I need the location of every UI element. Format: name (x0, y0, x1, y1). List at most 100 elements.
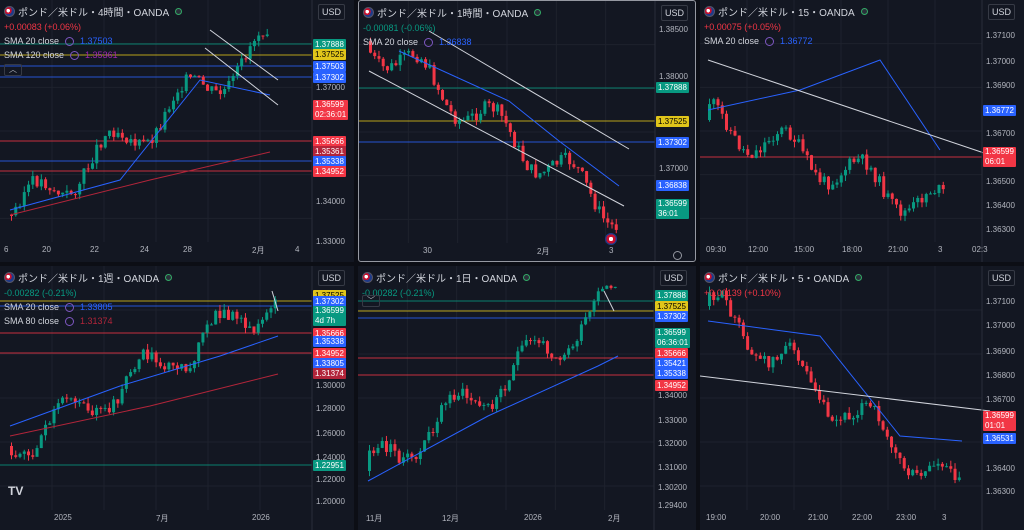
candle-body (205, 324, 209, 333)
symbol-title[interactable]: ポンド／米ドル・4時間・OANDA (4, 4, 183, 19)
candle-body (129, 372, 133, 377)
candle-body (801, 139, 805, 152)
chart-pane-4[interactable]: ポンド／米ドル・1週・OANDA -0.00282 (-0.21%) SMA 20 … (0, 266, 354, 530)
candle-body (708, 292, 711, 306)
symbol-title[interactable]: ポンド／米ドル・15・OANDA (704, 4, 868, 19)
candle-body (733, 316, 737, 318)
candle-body (496, 104, 500, 112)
time-axis-label: 09:30 (706, 245, 727, 254)
symbol-title[interactable]: ポンド／米ドル・1時間・OANDA (363, 5, 542, 20)
price-plot[interactable] (700, 0, 1024, 262)
candle-body (708, 104, 711, 120)
price-axis-label: 1.37000 (986, 321, 1015, 330)
trend-line (603, 290, 615, 312)
symbol-title[interactable]: ポンド／米ドル・1週・OANDA (4, 270, 173, 285)
chart-settings-icon[interactable] (673, 251, 682, 260)
indicator-value: 1.31374 (80, 316, 113, 326)
candle-body (373, 52, 377, 57)
currency-button[interactable]: USD (660, 270, 688, 286)
indicator-legend-1[interactable]: SMA 20 close 1.37503 (4, 36, 182, 46)
candle-body (550, 353, 554, 358)
chart-pane-1[interactable]: ポンド／米ドル・4時間・OANDA +0.00083 (+0.06%) SMA 20… (0, 0, 354, 262)
indicator-settings-icon[interactable] (424, 37, 434, 47)
candle-body (558, 357, 562, 360)
tradingview-logo[interactable]: TV (8, 484, 24, 498)
currency-button[interactable]: USD (661, 5, 689, 21)
indicator-settings-icon[interactable] (765, 36, 775, 46)
candle-body (797, 139, 801, 142)
candle-body (124, 376, 128, 389)
candle-body (78, 183, 82, 195)
price-tag-value: 1.36599 (315, 100, 344, 109)
chart-pane-2[interactable]: ポンド／米ドル・1時間・OANDA -0.00081 (-0.06%) SMA 20… (358, 0, 696, 262)
legend-collapse-button[interactable]: ﹀ (362, 295, 380, 307)
candle-body (818, 390, 822, 400)
indicator-legend-2[interactable]: SMA 120 close 1.35361 (4, 50, 182, 60)
candle-body (432, 65, 436, 85)
candle-body (377, 56, 381, 59)
candle-body (737, 135, 741, 150)
candle-body (826, 402, 830, 417)
currency-button[interactable]: USD (318, 4, 346, 20)
market-status-icon (855, 274, 863, 281)
candle-body (197, 342, 201, 362)
candle-body (209, 324, 213, 326)
candle-body (551, 160, 555, 166)
price-plot[interactable] (0, 266, 354, 530)
candle-body (613, 286, 617, 288)
candle-body (525, 161, 529, 171)
candle-body (474, 113, 478, 121)
candle-body (524, 340, 528, 346)
symbol-title[interactable]: ポンド／米ドル・5・OANDA (704, 270, 863, 285)
price-tag: 1.35338 (313, 156, 346, 167)
price-plot[interactable] (359, 1, 696, 262)
chart-pane-6[interactable]: ポンド／米ドル・5・OANDA +0.00139 (+0.10%) USD 1.371… (700, 266, 1024, 530)
currency-button[interactable]: USD (318, 270, 346, 286)
legend-collapse-button[interactable]: ︿ (4, 64, 22, 76)
price-plot[interactable] (700, 266, 1024, 530)
candle-body (406, 453, 410, 458)
price-tag: 1.35666 (313, 136, 346, 147)
candle-body (184, 74, 188, 92)
economic-event-flag-icon[interactable] (605, 233, 617, 245)
indicator-legend-1[interactable]: SMA 20 close 1.36772 (704, 36, 868, 46)
price-tag: 1.31374 (313, 368, 346, 379)
indicator-legend-1[interactable]: SMA 20 close 1.33805 (4, 302, 172, 312)
moving-average-line (707, 59, 941, 151)
indicator-settings-icon[interactable] (65, 36, 75, 46)
candle-body (120, 388, 124, 404)
candle-body (401, 457, 405, 463)
candle-body (957, 477, 961, 480)
candle-body (427, 431, 431, 441)
price-axis-label: 1.36400 (986, 201, 1015, 210)
indicator-settings-icon[interactable] (65, 302, 75, 312)
candle-body (593, 193, 597, 210)
gbp-usd-flag-icon (4, 272, 15, 283)
price-plot[interactable] (358, 266, 696, 530)
symbol-title[interactable]: ポンド／米ドル・1日・OANDA (362, 270, 531, 285)
indicator-settings-icon[interactable] (65, 316, 75, 326)
candle-body (805, 151, 809, 156)
time-axis-label: 12月 (442, 514, 459, 523)
chart-pane-5[interactable]: ポンド／米ドル・1日・OANDA -0.00282 (-0.21%) ﹀ USD 1.3… (358, 266, 696, 530)
indicator-legend-2[interactable]: SMA 80 close 1.31374 (4, 316, 172, 326)
candle-body (596, 291, 600, 302)
price-tag-value: 1.37888 (657, 291, 686, 300)
candle-body (393, 444, 397, 451)
chart-pane-3[interactable]: ポンド／米ドル・15・OANDA +0.00075 (+0.05%) SMA 20 … (700, 0, 1024, 262)
candle-body (265, 312, 269, 320)
price-plot[interactable] (0, 0, 354, 262)
currency-button[interactable]: USD (988, 270, 1016, 286)
candle-body (579, 324, 583, 341)
price-tag: 1.37302 (313, 296, 346, 307)
candle-body (750, 154, 754, 158)
indicator-legend-1[interactable]: SMA 20 close 1.36838 (363, 37, 541, 47)
candle-body (792, 342, 796, 351)
market-status-icon (175, 8, 183, 15)
candle-body (499, 388, 503, 398)
indicator-settings-icon[interactable] (70, 50, 80, 60)
candle-body (860, 403, 864, 415)
candle-body (767, 140, 771, 143)
currency-button[interactable]: USD (988, 4, 1016, 20)
candle-body (911, 470, 915, 476)
